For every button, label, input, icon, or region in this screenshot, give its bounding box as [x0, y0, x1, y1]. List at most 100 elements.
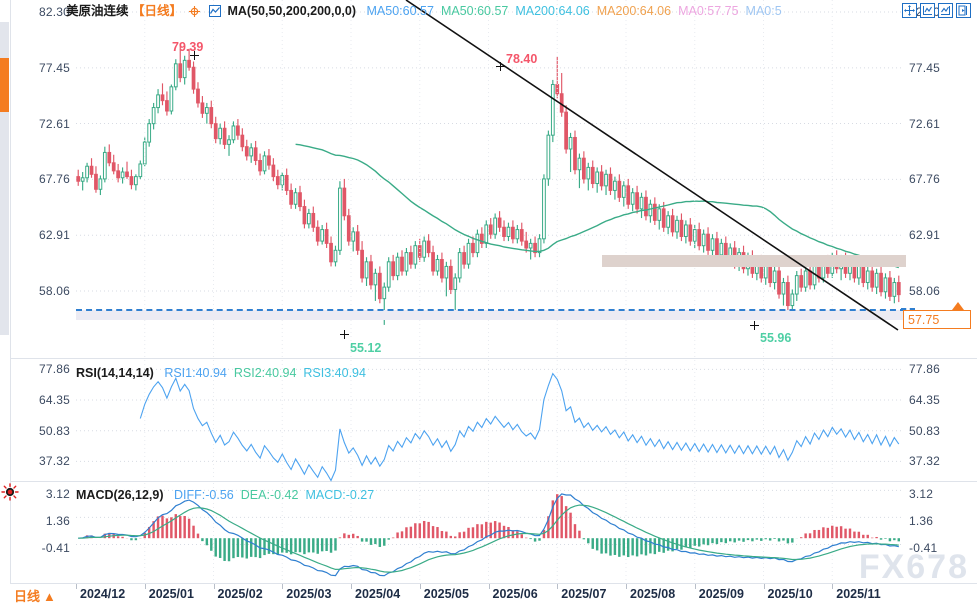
panel-separator-1 — [10, 358, 977, 359]
ma-value-5: MA0:5 — [745, 4, 782, 18]
date-label-4: 2025/04 — [355, 587, 401, 601]
high-label-79-marker — [190, 51, 199, 60]
crosshair-icon[interactable] — [188, 6, 200, 20]
price-tick-left-5: 58.06 — [38, 284, 70, 299]
rsi-tick-right-0: 77.86 — [909, 362, 941, 377]
date-axis-top-border — [76, 583, 977, 584]
ma-value-0: MA50:60.57 — [366, 4, 434, 18]
price-chart-panel[interactable] — [76, 0, 901, 357]
ma-value-2: MA200:64.06 — [515, 4, 590, 18]
chart-fit-left-icon[interactable] — [920, 3, 935, 18]
price-tick-right-5: 58.06 — [909, 284, 941, 299]
date-label-5: 2025/05 — [423, 587, 469, 601]
low-label-55-96-marker — [750, 321, 759, 330]
rsi-tick-right-3: 37.32 — [909, 454, 941, 469]
macd-tick-left-1: 1.36 — [45, 514, 70, 529]
macd-plot — [76, 483, 901, 583]
rsi-title: RSI(14,14,14) — [76, 366, 154, 380]
date-label-10: 2025/10 — [767, 587, 813, 601]
date-tick-5 — [419, 584, 421, 589]
rsi-value-2: RSI3:40.94 — [303, 366, 366, 380]
date-label-9: 2025/09 — [698, 587, 744, 601]
current-price-arrow — [952, 302, 964, 310]
date-label-3: 2025/03 — [286, 587, 332, 601]
macd-tick-right-2: -0.41 — [909, 541, 938, 556]
chart-toolbar[interactable] — [902, 3, 971, 18]
high-label-78-marker — [496, 62, 505, 71]
macd-tick-left-2: -0.41 — [41, 541, 70, 556]
date-tick-8 — [626, 584, 627, 589]
current-price-tag[interactable]: 57.75 — [903, 310, 971, 329]
macd-title: MACD(26,12,9) — [76, 488, 164, 502]
high-label-79: 79.39 — [172, 40, 204, 54]
macd-tick-right-0: 3.12 — [909, 487, 934, 502]
ma-values: MA50:60.57 MA50:60.57 MA200:64.06 MA200:64.… — [360, 4, 782, 18]
price-tick-right-2: 72.61 — [909, 116, 941, 131]
macd-legend: MACD(26,12,9) DIFF:-0.56 DEA:-0.42 MACD:-0… — [76, 488, 374, 502]
date-tick-2 — [213, 584, 215, 589]
downtrend-line — [405, 0, 899, 331]
current-price-dash — [901, 308, 915, 310]
price-tick-right-3: 67.76 — [909, 172, 941, 187]
symbol-label[interactable]: 美原油连续 — [66, 4, 129, 18]
period-selector-label: 日线 — [14, 589, 41, 604]
price-tick-left-2: 72.61 — [38, 116, 70, 131]
macd-value-0: DIFF:-0.56 — [174, 488, 234, 502]
period-selector[interactable]: 日线 ▲ — [14, 586, 56, 605]
price-tick-left-0: 82.30 — [38, 5, 70, 19]
macd-chart-panel[interactable] — [76, 483, 901, 583]
date-tick-3 — [282, 584, 284, 589]
rsi-value-0: RSI1:40.94 — [164, 366, 227, 380]
rsi-tick-right-1: 64.35 — [909, 393, 941, 408]
price-axis-left[interactable]: 82.30 77.45 72.61 67.76 62.91 58.06 77.86 64.35… — [10, 0, 76, 583]
date-label-2: 2025/02 — [217, 587, 263, 601]
left-scroll-track-lower[interactable] — [0, 207, 9, 335]
panel-separator-2 — [10, 481, 977, 482]
date-label-6: 2025/06 — [492, 587, 538, 601]
watermark: FX678 — [858, 548, 969, 586]
price-axis-right[interactable]: 82.3077.4572.6167.7662.9158.0677.8664.35… — [901, 0, 977, 583]
rsi-plot — [76, 360, 901, 482]
price-tick-left-3: 67.76 — [38, 172, 70, 187]
chart-expand-icon[interactable] — [956, 3, 971, 18]
crosshair-move-icon[interactable] — [902, 3, 917, 18]
support-band — [76, 310, 906, 320]
period-label[interactable]: 【日线】 — [132, 4, 183, 18]
rsi-values: RSI1:40.94 RSI2:40.94 RSI3:40.94 — [157, 366, 366, 380]
rsi-tick-left-2: 50.83 — [38, 423, 70, 438]
low-label-55-12: 55.12 — [350, 341, 382, 355]
macd-tick-right-1: 1.36 — [909, 514, 934, 529]
date-axis[interactable]: 日线 ▲ 2024/12 2025/01 2025/02 2025/03 2025/04 2… — [0, 584, 977, 606]
rsi-chart-panel[interactable] — [76, 360, 901, 482]
high-label-78: 78.40 — [506, 52, 538, 66]
ma-value-4: MA0:57.75 — [678, 4, 739, 18]
price-legend: 美原油连续 【日线】 MA(50,50,200,200,0,0) MA50:60… — [66, 4, 782, 20]
ma-indicator-icon[interactable] — [208, 5, 221, 20]
date-tick-10 — [763, 584, 765, 589]
macd-tick-left-0: 3.12 — [45, 487, 70, 502]
rsi-tick-left-3: 37.32 — [38, 454, 70, 469]
date-label-7: 2025/07 — [561, 587, 607, 601]
macd-values: DIFF:-0.56 DEA:-0.42 MACD:-0.27 — [167, 488, 374, 502]
date-label-1: 2025/01 — [148, 587, 194, 601]
left-scroll-track[interactable] — [0, 22, 9, 207]
ma-value-1: MA50:60.57 — [440, 4, 509, 18]
price-tick-left-4: 62.91 — [38, 228, 70, 243]
support-line — [76, 309, 906, 311]
ma-value-3: MA200:64.06 — [596, 4, 672, 18]
date-label-0: 2024/12 — [80, 587, 126, 601]
brightness-icon[interactable] — [1, 483, 19, 501]
price-tick-left-1: 77.45 — [38, 60, 70, 75]
date-tick-1 — [144, 584, 146, 589]
price-tick-right-4: 62.91 — [909, 228, 941, 243]
left-scroll-thumb[interactable] — [0, 58, 9, 112]
date-tick-4 — [351, 584, 352, 589]
rsi-tick-left-0: 77.86 — [38, 362, 70, 377]
macd-value-1: DEA:-0.42 — [240, 488, 299, 502]
rsi-value-1: RSI2:40.94 — [233, 366, 297, 380]
date-label-8: 2025/08 — [630, 587, 676, 601]
date-tick-0 — [76, 584, 77, 589]
chart-fit-right-icon[interactable] — [938, 3, 953, 18]
rsi-tick-left-1: 64.35 — [38, 393, 70, 408]
